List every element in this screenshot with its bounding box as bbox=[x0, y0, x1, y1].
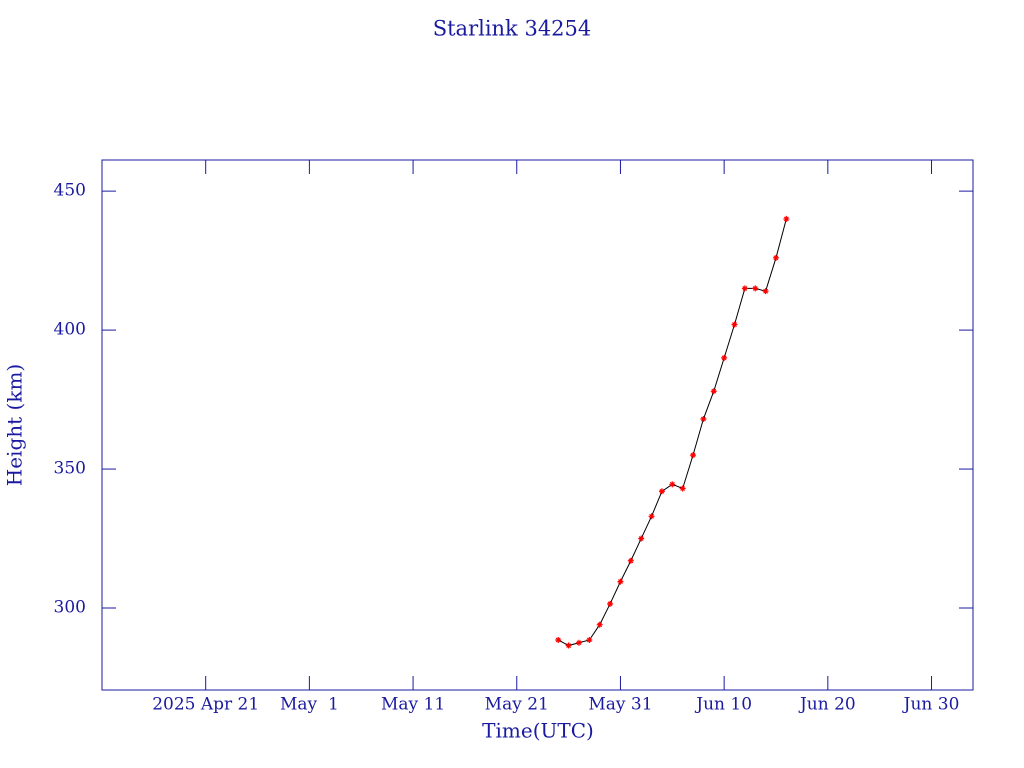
y-tick-label: 400 bbox=[54, 320, 86, 340]
point-marker bbox=[575, 639, 582, 646]
point-marker bbox=[555, 636, 562, 643]
point-marker bbox=[690, 452, 697, 459]
point-marker bbox=[607, 600, 614, 607]
y-tick-label: 450 bbox=[54, 181, 86, 201]
point-marker bbox=[741, 285, 748, 292]
point-marker bbox=[617, 578, 624, 585]
chart-title: Starlink 34254 bbox=[433, 17, 592, 41]
x-tick-label: May 11 bbox=[381, 695, 445, 715]
x-axis-label: Time(UTC) bbox=[482, 719, 594, 743]
point-marker bbox=[752, 285, 759, 292]
x-tick-label: May 1 bbox=[280, 695, 339, 715]
plot-frame bbox=[101, 159, 974, 691]
point-marker bbox=[669, 481, 676, 488]
x-tick-label: Jun 10 bbox=[694, 695, 752, 715]
x-tick-label: Jun 30 bbox=[902, 695, 960, 715]
point-marker bbox=[783, 215, 790, 222]
point-marker bbox=[700, 416, 707, 423]
point-marker bbox=[679, 485, 686, 492]
point-marker bbox=[586, 636, 593, 643]
point-marker bbox=[710, 388, 717, 395]
point-marker bbox=[772, 254, 779, 261]
point-marker bbox=[565, 642, 572, 649]
y-tick-label: 300 bbox=[54, 598, 86, 618]
y-tick-label: 350 bbox=[54, 459, 86, 479]
y-axis-label: Height (km) bbox=[3, 364, 27, 486]
point-marker bbox=[648, 513, 655, 520]
point-marker bbox=[721, 354, 728, 361]
series-line bbox=[558, 218, 787, 647]
point-marker bbox=[596, 621, 603, 628]
x-tick-label: Jun 20 bbox=[798, 695, 856, 715]
point-marker bbox=[638, 535, 645, 542]
point-marker bbox=[627, 557, 634, 564]
point-marker bbox=[762, 288, 769, 295]
x-tick-label: May 21 bbox=[485, 695, 549, 715]
x-tick-label: May 31 bbox=[588, 695, 652, 715]
x-tick-label: 2025 Apr 21 bbox=[152, 695, 259, 715]
point-marker bbox=[658, 488, 665, 495]
point-marker bbox=[731, 321, 738, 328]
